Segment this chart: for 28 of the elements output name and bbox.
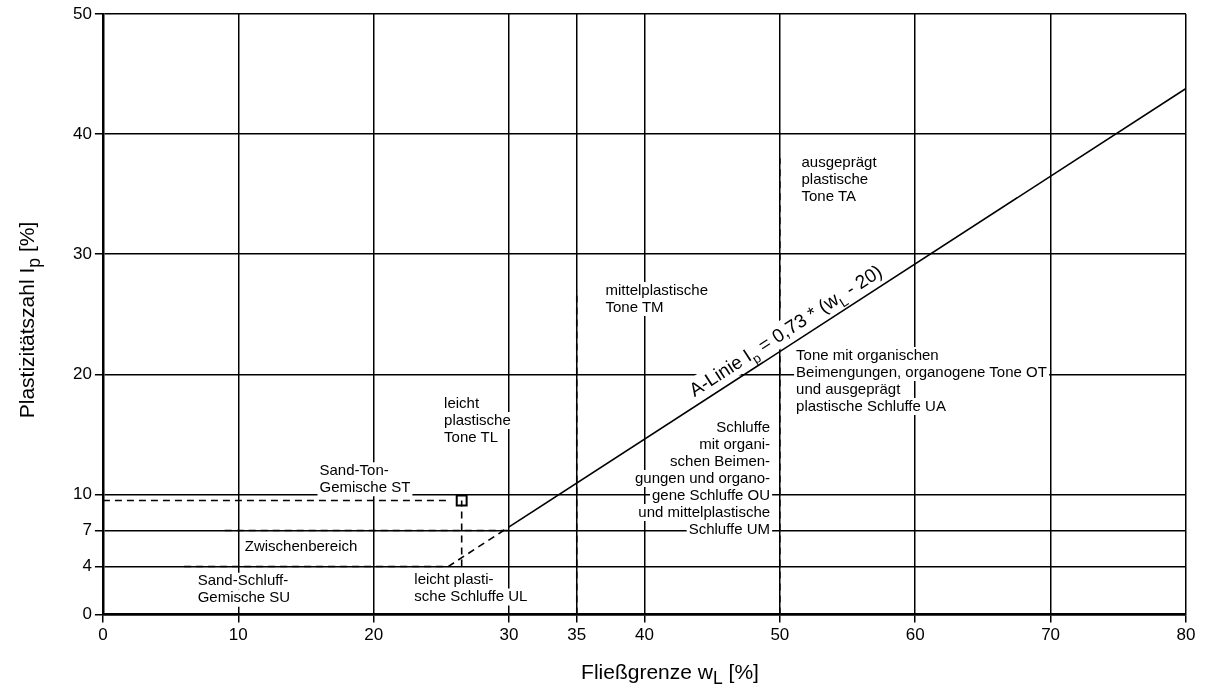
annotation: mittelplastische Tone TM bbox=[605, 280, 709, 315]
annotation: Sand-Ton- Gemische ST bbox=[319, 460, 411, 495]
y-tick-label: 40 bbox=[72, 123, 92, 143]
x-tick-label: 0 bbox=[98, 625, 108, 645]
x-tick-label: 50 bbox=[770, 625, 790, 645]
x-axis-title: Fließgrenze w$_{L}$ [%] bbox=[580, 660, 760, 690]
y-tick-label: 10 bbox=[72, 484, 92, 504]
x-tick-label: 20 bbox=[364, 625, 384, 645]
annotation: Zwischenbereich bbox=[244, 536, 358, 554]
x-tick-label: 80 bbox=[1176, 625, 1196, 645]
annotation: ausgeprägt plastische Tone TA bbox=[801, 153, 878, 205]
y-tick-label: 4 bbox=[82, 556, 92, 576]
y-tick-label: 0 bbox=[82, 604, 92, 624]
y-tick-label: 7 bbox=[82, 520, 92, 540]
x-tick-label: 40 bbox=[634, 625, 654, 645]
y-tick-label: 50 bbox=[72, 3, 92, 23]
annotation: Schluffe mit organi- schen Beimen- gungen und organo- gene Schluffe OU und mittelplastische Schluffe UM bbox=[634, 417, 771, 537]
x-tick-label: 70 bbox=[1041, 625, 1061, 645]
annotation: leicht plasti- sche Schluffe UL bbox=[414, 570, 528, 605]
y-tick-label: 30 bbox=[72, 243, 92, 263]
x-tick-label: 10 bbox=[228, 625, 248, 645]
annotation: leicht plastische Tone TL bbox=[444, 393, 511, 445]
annotation: Sand-Schluff- Gemische SU bbox=[197, 571, 291, 606]
annotation: Tone mit organischen Beimengungen, organogene Tone OT und ausgeprägt plastische Schluffe UA bbox=[796, 345, 1047, 414]
y-tick-label: 20 bbox=[72, 364, 92, 384]
x-tick-label: 30 bbox=[499, 625, 519, 645]
x-tick-label: 35 bbox=[567, 625, 587, 645]
x-tick-label: 60 bbox=[905, 625, 925, 645]
